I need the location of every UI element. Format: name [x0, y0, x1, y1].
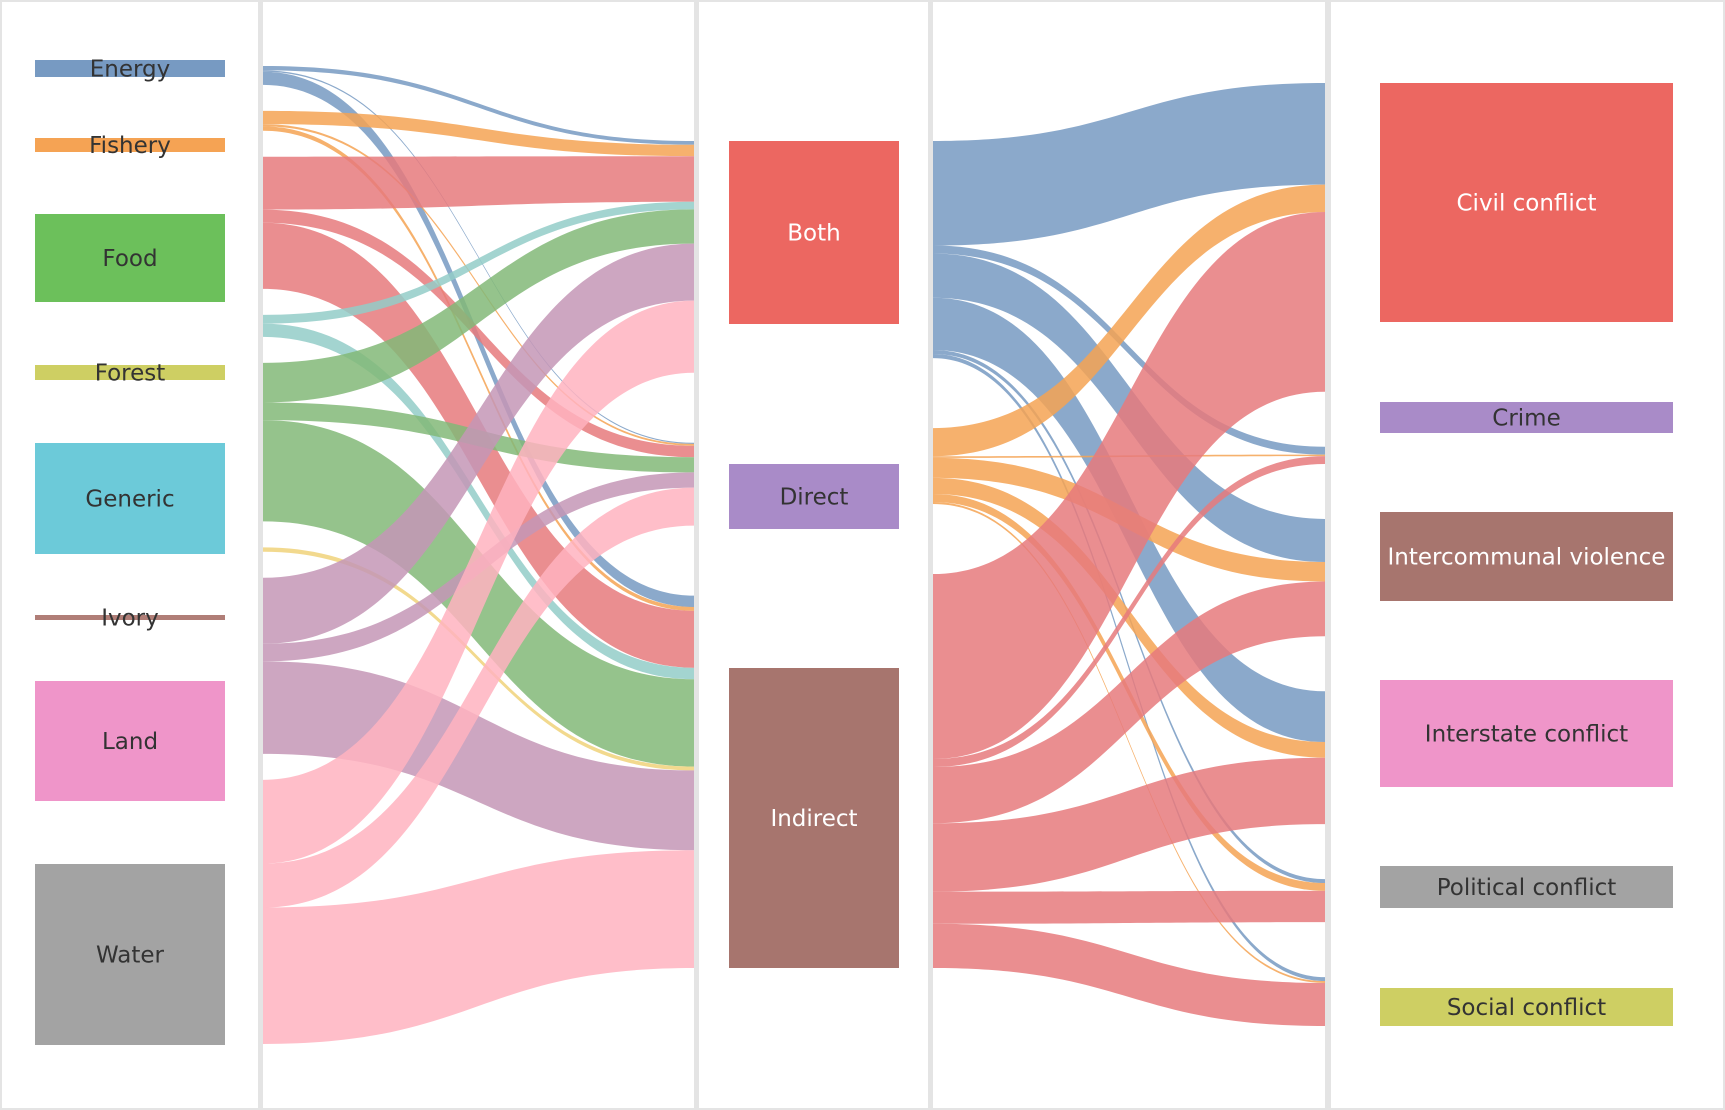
label-food: Food [102, 246, 157, 272]
label-both: Both [787, 221, 840, 247]
node-interstate-conflict [1380, 680, 1673, 787]
flow-water-to-indirect [263, 850, 694, 1044]
label-water: Water [96, 943, 165, 969]
flow-land-to-indirect [263, 661, 694, 851]
label-direct: Direct [780, 485, 849, 511]
node-civil-conflict [1380, 83, 1673, 322]
node-social-conflict [1380, 988, 1673, 1026]
flow-water-to-both [263, 300, 694, 864]
node-political-conflict [1380, 866, 1673, 908]
node-land [35, 681, 225, 801]
label-civil-conflict: Civil conflict [1457, 191, 1597, 217]
node-food [35, 214, 225, 302]
label-indirect: Indirect [770, 806, 857, 832]
node-water [35, 864, 225, 1045]
flow-indirect-to-crime [933, 456, 1325, 768]
flow-links [263, 66, 1325, 1044]
node-direct [729, 464, 899, 529]
flow-fishery-to-indirect [263, 126, 694, 611]
flow-ivory-to-indirect [263, 547, 694, 771]
flow-indirect-to-social-conflict [933, 923, 1325, 1026]
flow-direct-to-interstate-conflict [933, 477, 1325, 758]
node-intercommunal-violence [1380, 512, 1673, 601]
node-labels: Energy Fishery Food Forest Generic Ivory Land W… [85, 57, 1665, 1022]
label-social-conflict: Social conflict [1447, 995, 1606, 1021]
flow-energy-to-direct [263, 70, 694, 444]
flow-both-to-social-conflict [933, 354, 1325, 982]
label-fishery: Fishery [89, 133, 171, 159]
flow-water-to-direct [263, 487, 694, 908]
node-crime [1380, 402, 1673, 433]
label-ivory: Ivory [101, 606, 159, 632]
flow-land-to-both [263, 243, 694, 644]
node-indirect [729, 668, 899, 968]
node-forest [35, 365, 225, 380]
node-fishery [35, 138, 225, 152]
flow-direct-to-civil-conflict [933, 184, 1325, 457]
flow-indirect-to-intercommunal-violence [933, 581, 1325, 824]
flow-energy-to-both [263, 66, 694, 145]
flow-food-to-both [263, 156, 694, 210]
flow-forest-to-indirect [263, 323, 694, 680]
label-intercommunal-violence: Intercommunal violence [1388, 545, 1666, 571]
flow-fishery-to-direct [263, 124, 694, 446]
label-interstate-conflict: Interstate conflict [1425, 722, 1628, 748]
label-generic: Generic [85, 487, 174, 513]
flow-generic-to-both [263, 209, 694, 403]
flow-food-to-direct [263, 209, 694, 458]
flow-direct-to-social-conflict [933, 502, 1325, 984]
label-political-conflict: Political conflict [1437, 875, 1617, 901]
flow-both-to-civil-conflict [933, 83, 1325, 246]
node-generic [35, 443, 225, 554]
label-crime: Crime [1492, 406, 1560, 432]
node-ivory [35, 615, 225, 620]
flow-fishery-to-both [263, 110, 694, 157]
flow-both-to-crime [933, 245, 1325, 455]
flow-indirect-to-interstate-conflict [933, 757, 1325, 892]
flow-forest-to-both [263, 201, 694, 324]
flow-indirect-to-civil-conflict [933, 211, 1325, 759]
node-both [729, 141, 899, 324]
label-land: Land [102, 729, 158, 755]
label-forest: Forest [95, 361, 166, 387]
node-energy [35, 60, 225, 77]
flow-indirect-to-political-conflict [933, 890, 1325, 924]
nodes [35, 60, 1673, 1045]
label-energy: Energy [90, 57, 171, 83]
